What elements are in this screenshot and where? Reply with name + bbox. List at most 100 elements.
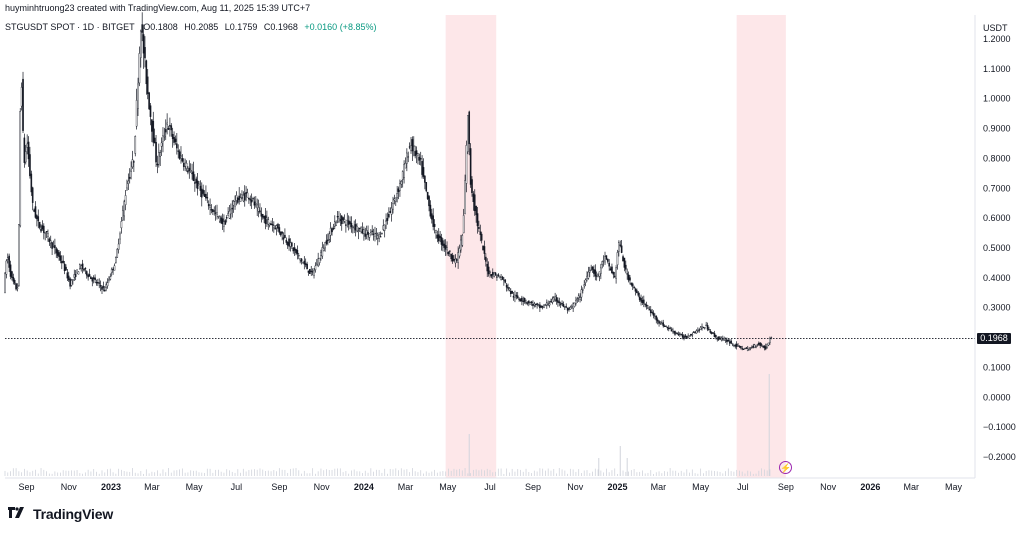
candle-body [676, 332, 678, 335]
candle-body [595, 275, 598, 277]
candle-body [620, 245, 623, 253]
lightning-event-icon[interactable]: ⚡ [779, 461, 792, 474]
candle-body [397, 188, 400, 192]
tradingview-brand[interactable]: TradingView [6, 506, 113, 522]
price-tick-label: 0.3000 [983, 303, 1011, 313]
candle-body [70, 280, 73, 286]
volume-bar [24, 468, 25, 476]
candle-body [221, 218, 224, 225]
candle-body [429, 204, 432, 217]
volume-bar [262, 469, 264, 476]
candle-body [88, 274, 91, 277]
candle-body [232, 201, 235, 206]
volume-bar [204, 472, 205, 476]
candle-body [45, 231, 48, 233]
candle-body [455, 259, 458, 261]
time-tick-label: Jul [737, 482, 749, 492]
candle-body [364, 233, 367, 237]
volume-bar [755, 473, 757, 476]
candle-body [740, 346, 742, 348]
candle-body [715, 335, 717, 338]
candle-body [16, 287, 19, 289]
candle-body [637, 292, 640, 296]
candle-body [5, 260, 8, 275]
candle-body [649, 309, 652, 314]
volume-bar [267, 470, 269, 476]
candle-body [218, 216, 221, 222]
candle-body [95, 282, 98, 284]
candle-body [514, 294, 516, 298]
candle-body [670, 329, 673, 332]
candle-body [751, 346, 753, 349]
candle-body [196, 180, 199, 190]
candle-body [451, 255, 454, 262]
volume-bar [459, 468, 460, 476]
volume-bar [436, 472, 438, 476]
candle-body [408, 146, 411, 148]
volume-bar [484, 470, 485, 476]
candle-body [342, 217, 344, 221]
candle-body [322, 248, 325, 251]
candle-body [450, 253, 453, 260]
candle-body [497, 274, 500, 276]
candle-body [282, 237, 285, 240]
volume-bar [569, 468, 571, 476]
time-tick-label: Jul [231, 482, 243, 492]
candle-body [428, 196, 430, 207]
volume-bar [278, 468, 280, 476]
volume-bar [187, 472, 189, 476]
candle-body [291, 242, 293, 247]
candle-body [507, 286, 509, 289]
candle-body [77, 271, 80, 275]
price-axis-unit[interactable]: USDT [983, 23, 1008, 33]
candle-body [245, 192, 247, 194]
candle-body [347, 220, 350, 225]
candle-body [609, 268, 612, 271]
candle-body [460, 239, 462, 251]
candle-body [24, 151, 27, 163]
candle-body [400, 181, 403, 185]
volume-bar [265, 471, 266, 476]
candle-body [645, 304, 648, 307]
candle-body [29, 154, 31, 177]
candle-body [164, 129, 167, 133]
volume-bar [739, 470, 740, 476]
volume-bar [143, 473, 144, 476]
candle-body [541, 305, 544, 308]
time-tick-label: May [439, 482, 457, 492]
volume-bar [542, 468, 544, 476]
volume-bar [26, 470, 28, 476]
volume-bar [661, 473, 663, 476]
candle-body [279, 231, 282, 236]
volume-bar [270, 471, 272, 476]
candle-body [496, 276, 498, 278]
symbol-name[interactable]: STGUSDT SPOT · 1D · BITGET [5, 22, 135, 32]
volume-bar [472, 469, 474, 476]
candle-body [336, 216, 339, 218]
volume-bar [461, 470, 463, 476]
candle-body [521, 297, 523, 302]
volume-bar [578, 469, 580, 476]
candle-body [173, 137, 175, 143]
volume-bar [198, 472, 200, 476]
volume-bar [137, 473, 139, 476]
volume-bar [594, 468, 596, 476]
volume-bar [32, 470, 34, 476]
candlestick-series [4, 12, 773, 352]
volume-bar [290, 468, 291, 476]
volume-bar [387, 473, 388, 476]
candle-body [353, 227, 356, 229]
candle-body [216, 212, 218, 215]
candle-body [511, 290, 513, 294]
candle-body [390, 207, 393, 215]
candle-body [741, 348, 743, 350]
candle-body [253, 201, 256, 206]
candle-body [273, 225, 275, 229]
price-tick-label: 0.4000 [983, 273, 1011, 283]
candle-body [372, 233, 375, 235]
candle-body [643, 299, 645, 304]
volume-bar [608, 472, 610, 476]
candle-body [680, 334, 683, 336]
candle-body [293, 247, 296, 251]
